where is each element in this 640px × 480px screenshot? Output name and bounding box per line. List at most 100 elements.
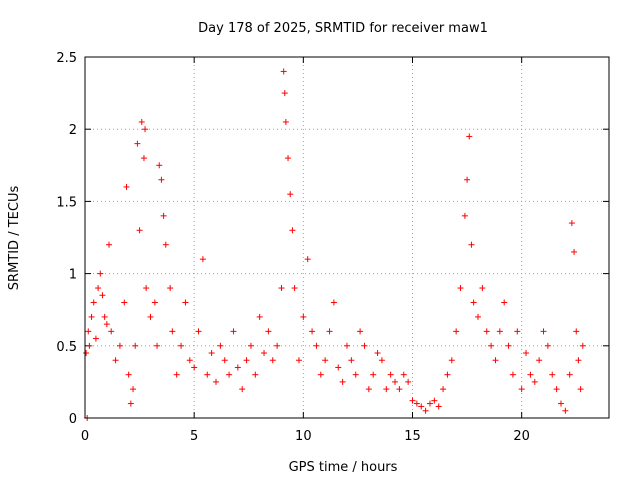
data-point: [461, 212, 468, 219]
data-point: [204, 371, 211, 378]
data-point: [169, 328, 176, 335]
data-point: [112, 357, 119, 364]
x-tick-label: 10: [295, 429, 312, 444]
data-point: [448, 357, 455, 364]
data-point: [309, 328, 316, 335]
data-point: [256, 313, 263, 320]
data-point: [557, 400, 564, 407]
data-point: [300, 313, 307, 320]
data-point: [287, 191, 294, 198]
data-point: [566, 371, 573, 378]
data-points: [83, 68, 586, 421]
data-point: [140, 155, 147, 162]
data-point: [466, 133, 473, 140]
data-point: [191, 364, 198, 371]
data-point: [269, 357, 276, 364]
data-point: [496, 328, 503, 335]
y-tick-label: 2: [69, 123, 77, 138]
data-point: [106, 241, 113, 248]
data-point: [339, 378, 346, 385]
data-point: [138, 118, 145, 125]
data-point: [544, 342, 551, 349]
x-tick-label: 15: [404, 429, 421, 444]
data-point: [553, 386, 560, 393]
data-point: [304, 256, 311, 263]
data-point: [571, 248, 578, 255]
data-point: [92, 335, 99, 342]
data-point: [453, 328, 460, 335]
data-point: [226, 371, 233, 378]
data-point: [431, 397, 438, 404]
data-point: [457, 285, 464, 292]
data-point: [479, 285, 486, 292]
data-point: [396, 386, 403, 393]
data-point: [154, 342, 161, 349]
data-point: [413, 400, 420, 407]
data-point: [186, 357, 193, 364]
data-point: [374, 350, 381, 357]
data-point: [387, 371, 394, 378]
data-point: [313, 342, 320, 349]
data-point: [370, 371, 377, 378]
data-point: [568, 220, 575, 227]
y-tick-label: 0.5: [56, 340, 77, 355]
data-point: [527, 371, 534, 378]
data-point: [199, 256, 206, 263]
data-point: [247, 342, 254, 349]
data-point: [274, 342, 281, 349]
data-point: [162, 241, 169, 248]
data-point: [278, 285, 285, 292]
data-point: [549, 371, 556, 378]
data-point: [143, 285, 150, 292]
data-point: [147, 313, 154, 320]
x-tick-label: 0: [81, 429, 89, 444]
data-point: [285, 155, 292, 162]
data-point: [483, 328, 490, 335]
data-point: [418, 403, 425, 410]
data-point: [125, 371, 132, 378]
data-point: [281, 90, 288, 97]
data-point: [326, 328, 333, 335]
data-point: [348, 357, 355, 364]
data-point: [514, 328, 521, 335]
data-point: [195, 328, 202, 335]
data-point: [134, 140, 141, 147]
data-point: [579, 342, 586, 349]
data-point: [392, 378, 399, 385]
axis-ticks: 0 0.5 1 1.5 2 2.5 0 5 10 15 20: [56, 51, 609, 444]
y-tick-label: 1: [69, 268, 77, 283]
data-point: [536, 357, 543, 364]
data-point: [167, 285, 174, 292]
data-point: [573, 328, 580, 335]
data-point: [280, 68, 287, 75]
data-point: [282, 118, 289, 125]
data-point: [492, 357, 499, 364]
data-point: [160, 212, 167, 219]
data-point: [577, 386, 584, 393]
data-point: [132, 342, 139, 349]
data-point: [265, 328, 272, 335]
data-point: [468, 241, 475, 248]
data-point: [505, 342, 512, 349]
y-axis-label: SRMTID / TECUs: [7, 186, 22, 291]
data-point: [289, 227, 296, 234]
data-point: [357, 328, 364, 335]
data-point: [156, 162, 163, 169]
data-point: [400, 371, 407, 378]
data-point: [488, 342, 495, 349]
data-point: [99, 292, 106, 299]
data-point: [470, 299, 477, 306]
data-point: [151, 299, 158, 306]
data-point: [435, 403, 442, 410]
data-point: [317, 371, 324, 378]
data-point: [86, 342, 93, 349]
data-point: [239, 386, 246, 393]
y-tick-label: 1.5: [56, 195, 77, 210]
y-tick-label: 0: [69, 412, 77, 427]
data-point: [108, 328, 115, 335]
data-point: [243, 357, 250, 364]
data-point: [217, 342, 224, 349]
data-point: [405, 378, 412, 385]
data-point: [130, 386, 137, 393]
data-point: [116, 342, 123, 349]
